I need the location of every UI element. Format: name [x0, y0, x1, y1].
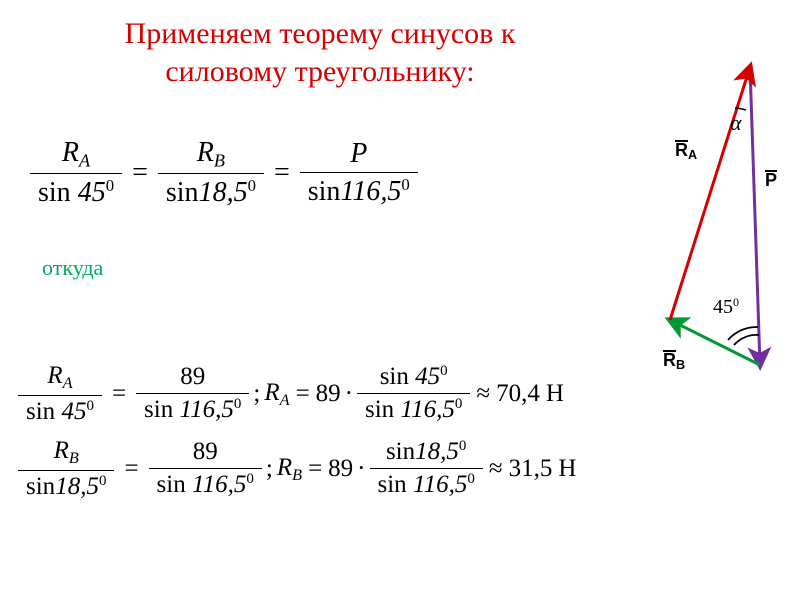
force-triangle-diagram: α RA P 450 RB	[610, 55, 790, 395]
frac-p: P sin116,50	[300, 136, 418, 210]
p-vector-label: P	[765, 170, 777, 191]
angle45-arc-inner	[734, 335, 759, 345]
slide-title: Применяем теорему синусов к силовому тре…	[0, 15, 640, 90]
title-line-1: Применяем теорему синусов к	[125, 17, 516, 50]
diagram-svg	[610, 55, 790, 395]
rb-vector-label: RB	[663, 350, 685, 372]
angle45-label: 450	[713, 295, 739, 319]
equation-sine-law: RA sin 450 = RB sin18,50 = P sin116,50	[30, 135, 418, 212]
otkuda-label: откуда	[42, 255, 103, 281]
equation-ra-result: RA sin 450 = 89 sin 116,50 ; RA = 89 · s…	[18, 360, 564, 428]
frac-ra: RA sin 450	[30, 135, 122, 212]
alpha-label: α	[730, 110, 742, 136]
equation-rb-result: RB sin18,50 = 89 sin 116,50 ; RB = 89 · …	[18, 435, 576, 503]
vector-p	[750, 67, 760, 365]
ra-vector-label: RA	[675, 140, 697, 162]
vector-ra	[670, 67, 750, 320]
frac-rb: RB sin18,50	[158, 135, 264, 212]
title-line-2: силовому треугольнику:	[165, 55, 474, 88]
